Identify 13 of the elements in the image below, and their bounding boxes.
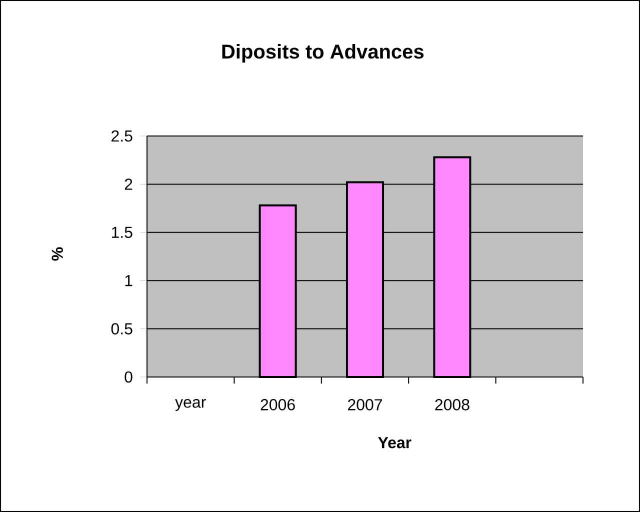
- y-tick-label: 0.5: [111, 323, 132, 334]
- y-tick-label: 1.5: [112, 226, 132, 238]
- x-tick-label: 2006: [260, 399, 295, 410]
- y-tick-label: 2: [124, 178, 132, 190]
- x-tick-label: 2008: [435, 399, 470, 410]
- x-tick-label: 2007: [348, 399, 382, 410]
- chart-title: Diposits to Advances: [222, 44, 424, 63]
- y-tick-label: 1: [125, 275, 132, 286]
- y-tick-label: 2.5: [112, 130, 132, 142]
- y-axis-title: %: [52, 247, 63, 261]
- y-tick-label: 0: [124, 371, 132, 383]
- x-tick-label: year: [175, 399, 206, 411]
- x-axis-title: Year: [378, 437, 412, 448]
